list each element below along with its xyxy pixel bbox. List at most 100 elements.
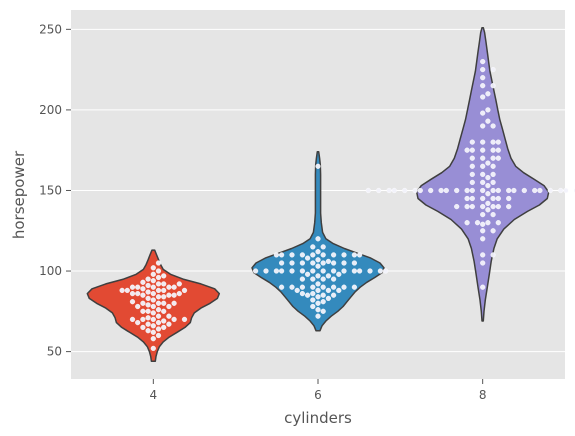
swarm-point-6-12 — [310, 291, 316, 297]
swarm-point-6-37 — [331, 268, 337, 274]
swarm-point-4-19 — [145, 315, 151, 321]
swarm-point-8-42 — [428, 187, 434, 194]
swarm-point-4-34 — [171, 300, 177, 306]
swarm-point-6-2 — [315, 307, 321, 313]
y-axis-ticks: 50 100 150 200 250 — [39, 22, 71, 359]
swarm-point-8-6 — [490, 228, 496, 234]
swarm-point-8-37 — [511, 187, 517, 194]
swarm-point-8-3 — [490, 252, 496, 258]
swarm-point-4-20 — [155, 313, 162, 319]
swarm-point-6-71 — [273, 252, 280, 258]
y-axis-label: horsepower — [10, 150, 28, 239]
swarm-point-8-0 — [480, 284, 486, 290]
swarm-point-6-60 — [315, 257, 321, 263]
swarm-point-4-56 — [135, 284, 141, 290]
swarm-point-4-7 — [140, 324, 146, 331]
swarm-point-4-43 — [150, 291, 156, 297]
swarm-point-4-42 — [171, 292, 177, 298]
swarm-point-6-43 — [357, 268, 363, 274]
x-axis-label: cylinders — [284, 409, 352, 427]
swarm-point-6-30 — [299, 276, 306, 282]
swarm-point-8-62 — [480, 171, 486, 178]
swarm-point-6-17 — [294, 287, 300, 294]
swarm-point-8-59 — [490, 179, 496, 186]
swarm-point-4-71 — [155, 260, 162, 266]
swarm-point-4-17 — [129, 316, 136, 323]
swarm-point-8-56 — [365, 187, 371, 194]
swarm-point-6-18 — [320, 284, 326, 290]
swarm-point-6-23 — [289, 284, 295, 290]
swarm-point-6-4 — [315, 300, 321, 306]
swarm-point-8-83 — [490, 123, 496, 129]
swarm-points — [119, 58, 575, 352]
swarm-point-8-79 — [490, 139, 496, 145]
swarm-point-8-8 — [485, 220, 491, 226]
swarm-point-6-1 — [320, 308, 326, 314]
swarm-point-8-38 — [443, 187, 449, 194]
swarm-point-8-34 — [464, 187, 470, 194]
swarm-point-8-9 — [474, 220, 481, 226]
swarm-point-8-10 — [495, 220, 501, 226]
swarm-point-6-42 — [279, 268, 285, 274]
swarm-point-8-13 — [490, 212, 496, 218]
x-tick-label-8: 8 — [479, 388, 487, 402]
swarm-point-4-2 — [155, 332, 162, 339]
swarm-point-6-75 — [315, 236, 321, 242]
swarm-point-8-16 — [490, 204, 496, 210]
x-axis-ticks: 4 6 8 — [150, 379, 487, 402]
swarm-point-4-1 — [150, 336, 156, 342]
swarm-point-4-45 — [129, 291, 136, 297]
swarm-point-8-29 — [485, 191, 491, 197]
swarm-point-4-44 — [135, 291, 141, 297]
swarm-point-8-85 — [480, 110, 486, 116]
swarm-point-8-5 — [480, 228, 486, 234]
swarm-point-6-36 — [310, 268, 316, 274]
swarm-point-4-4 — [145, 328, 151, 334]
swarm-point-6-47 — [377, 268, 384, 274]
y-tick-label-150: 150 — [39, 183, 62, 197]
swarm-point-8-14 — [485, 207, 491, 213]
swarm-point-4-48 — [155, 287, 162, 294]
swarm-point-6-49 — [383, 268, 389, 274]
swarm-point-6-65 — [299, 252, 306, 258]
swarm-point-6-21 — [299, 284, 306, 290]
swarm-point-8-39 — [521, 187, 527, 194]
swarm-point-6-16 — [336, 287, 342, 294]
swarm-point-4-38 — [155, 294, 162, 300]
swarm-point-8-28 — [506, 195, 512, 202]
swarm-point-8-89 — [480, 83, 486, 89]
swarm-point-4-31 — [155, 300, 162, 306]
swarm-point-4-11 — [155, 320, 162, 326]
swarm-point-4-68 — [150, 271, 156, 277]
swarm-point-4-22 — [150, 310, 156, 316]
swarm-point-4-53 — [140, 286, 146, 292]
swarm-point-8-45 — [547, 187, 553, 194]
swarm-point-6-46 — [263, 268, 269, 274]
swarm-point-6-50 — [315, 263, 321, 269]
swarm-point-8-18 — [495, 204, 501, 210]
swarm-point-8-15 — [480, 204, 486, 210]
swarm-point-8-61 — [485, 175, 491, 181]
swarm-point-8-46 — [412, 187, 418, 194]
swarm-point-6-62 — [320, 252, 326, 258]
swarm-point-6-26 — [315, 281, 321, 287]
swarm-point-4-29 — [135, 303, 141, 310]
swarm-point-8-58 — [480, 179, 486, 186]
swarm-point-4-9 — [145, 321, 151, 327]
swarm-point-6-38 — [299, 268, 306, 274]
swarm-point-6-13 — [299, 291, 306, 297]
swarm-point-6-41 — [351, 268, 358, 274]
swarm-point-8-2 — [480, 252, 486, 258]
swarm-point-4-41 — [166, 292, 172, 298]
swarm-point-4-58 — [129, 284, 136, 290]
swarm-point-8-65 — [480, 163, 486, 169]
swarm-point-8-86 — [485, 107, 491, 113]
swarm-point-8-7 — [480, 221, 486, 227]
swarm-point-6-25 — [279, 284, 285, 290]
swarm-point-8-27 — [464, 195, 470, 202]
swarm-point-8-35 — [506, 187, 512, 194]
swarm-point-6-64 — [331, 252, 337, 258]
swarm-point-8-74 — [490, 147, 496, 153]
swarm-point-4-14 — [150, 316, 156, 323]
swarm-point-4-10 — [166, 321, 172, 327]
